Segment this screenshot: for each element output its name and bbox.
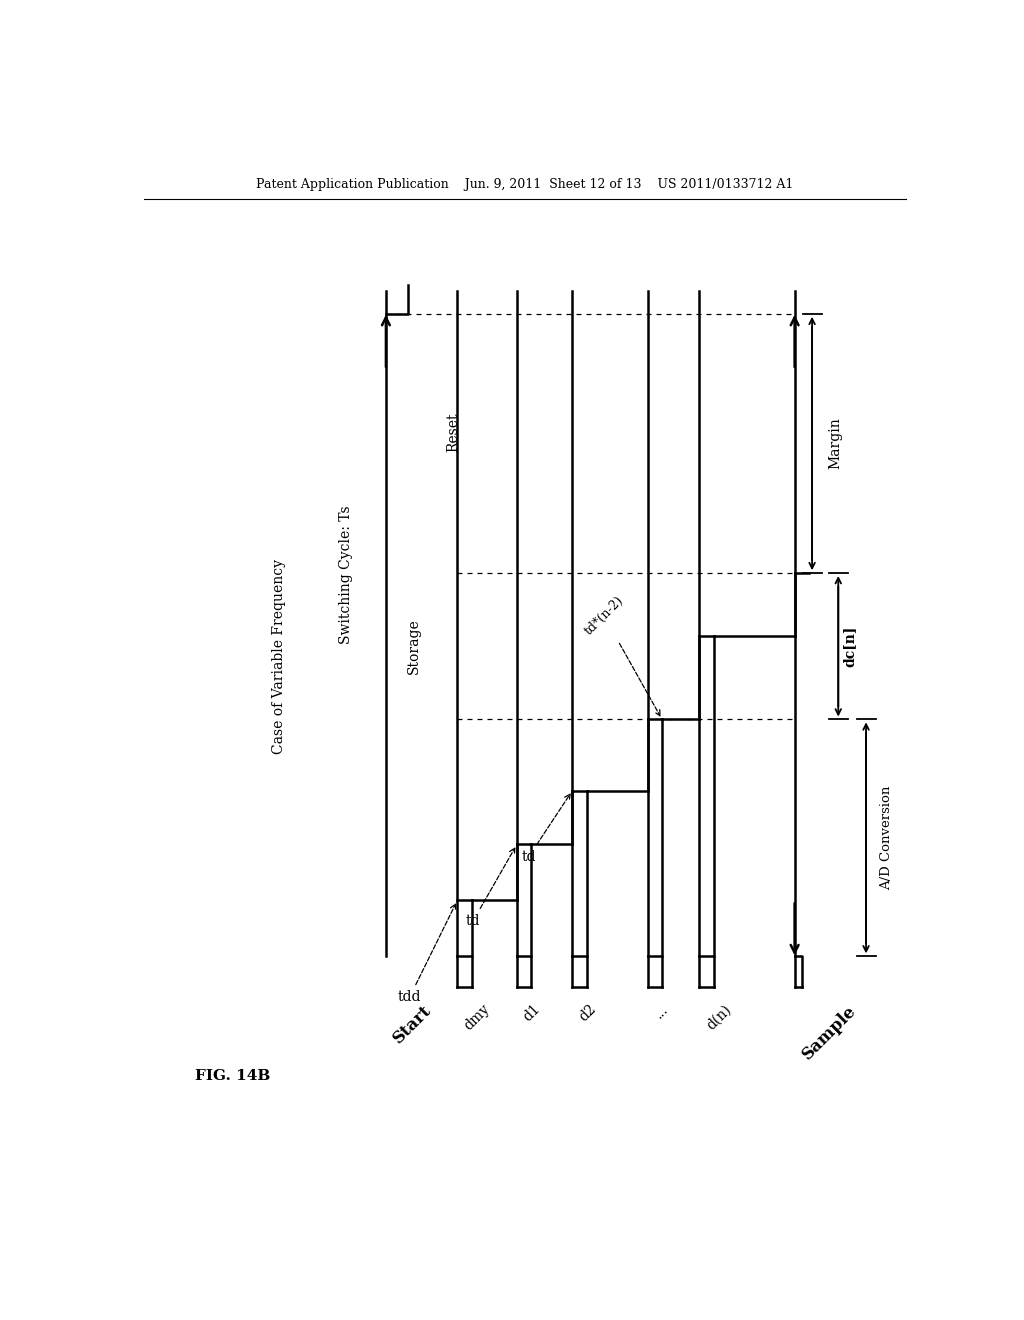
Text: d1: d1 — [521, 1002, 544, 1024]
Text: Start: Start — [390, 1002, 435, 1047]
Text: Reset: Reset — [446, 412, 461, 451]
Text: dmy: dmy — [461, 1002, 493, 1034]
Text: dc[n]: dc[n] — [842, 626, 856, 667]
Text: td: td — [466, 847, 515, 928]
Text: d(n): d(n) — [703, 1002, 733, 1032]
Text: Margin: Margin — [828, 417, 842, 470]
Text: ...: ... — [652, 1002, 671, 1020]
Text: Patent Application Publication    Jun. 9, 2011  Sheet 12 of 13    US 2011/013371: Patent Application Publication Jun. 9, 2… — [256, 178, 794, 191]
Text: d2: d2 — [577, 1002, 599, 1024]
Text: td: td — [521, 795, 570, 863]
Text: FIG. 14B: FIG. 14B — [196, 1069, 270, 1084]
Text: Case of Variable Frequency: Case of Variable Frequency — [271, 558, 286, 754]
Text: Sample: Sample — [799, 1002, 859, 1063]
Text: tdd: tdd — [398, 904, 456, 1005]
Text: Switching Cycle: Ts: Switching Cycle: Ts — [339, 506, 353, 644]
Text: td*(n-2): td*(n-2) — [583, 594, 660, 715]
Text: A/D Conversion: A/D Conversion — [881, 785, 893, 890]
Text: Storage: Storage — [407, 618, 421, 675]
